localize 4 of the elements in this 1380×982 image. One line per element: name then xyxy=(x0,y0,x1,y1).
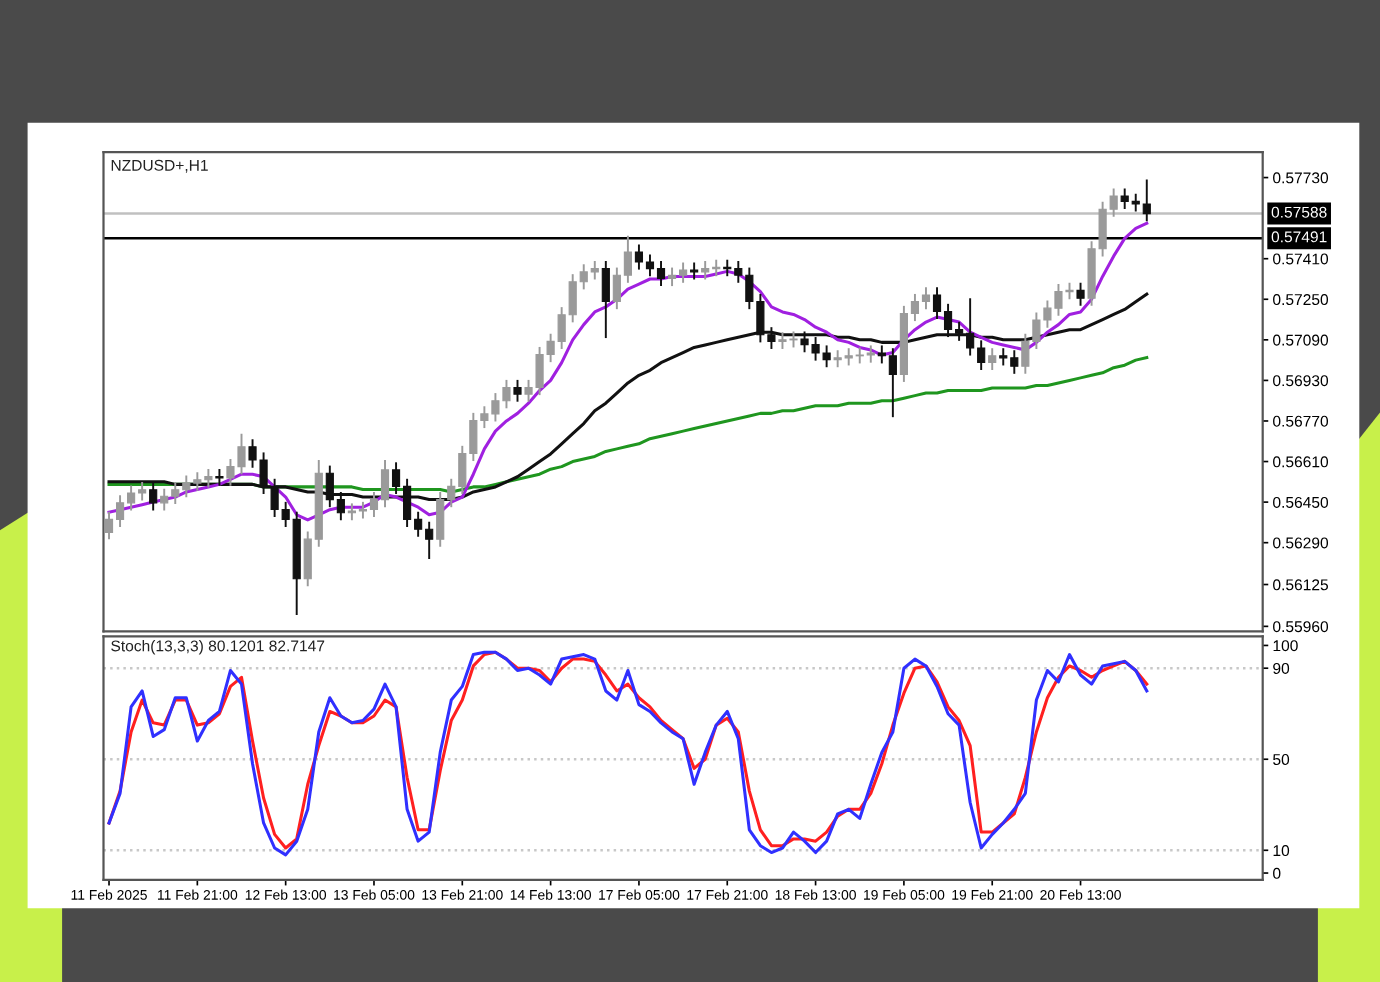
candlestick xyxy=(1076,281,1085,307)
candlestick xyxy=(601,260,610,340)
candlestick xyxy=(513,378,522,403)
candlestick xyxy=(988,347,997,371)
